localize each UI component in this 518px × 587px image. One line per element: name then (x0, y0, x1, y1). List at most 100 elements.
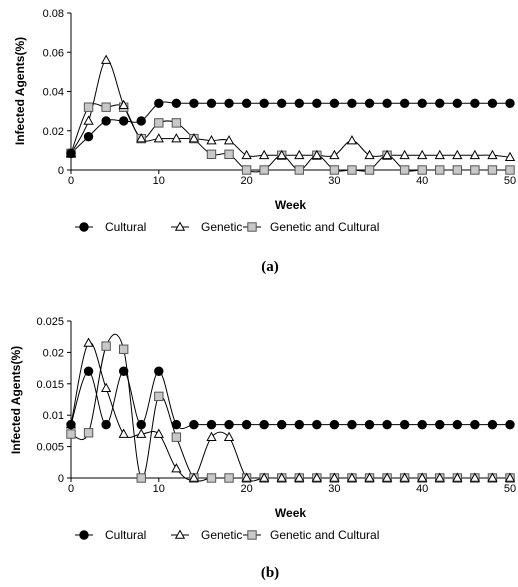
data-point-circle (382, 98, 392, 108)
x-tick-label: 50 (504, 483, 516, 495)
legend-item: Cultural (75, 528, 146, 542)
data-point-square (154, 118, 164, 128)
data-point-triangle (311, 472, 322, 482)
data-point-square (435, 165, 445, 175)
data-point-triangle (346, 135, 358, 145)
data-point-square (329, 165, 340, 175)
x-tick-label: 50 (504, 175, 516, 187)
data-point-square (171, 118, 182, 128)
y-tick-label: 0.015 (36, 379, 64, 391)
data-point-circle (83, 131, 94, 142)
data-point-circle (487, 419, 498, 430)
data-point-triangle (364, 472, 375, 482)
data-point-triangle (452, 472, 463, 482)
data-point-circle (364, 419, 375, 430)
data-point-circle (487, 98, 498, 108)
data-point-circle (294, 419, 304, 430)
legend-item: Genetic (171, 220, 242, 234)
data-point-circle (277, 98, 287, 108)
data-point-circle (505, 98, 515, 108)
data-point-triangle (83, 337, 94, 347)
data-point-circle (277, 419, 287, 430)
data-point-circle (224, 419, 234, 430)
data-point-triangle (223, 431, 235, 441)
data-point-triangle (294, 472, 305, 482)
data-point-circle (399, 98, 410, 108)
legend-item: Genetic (171, 528, 242, 542)
data-point-circle (329, 419, 340, 430)
legend-item: Genetic and Cultural (243, 220, 379, 234)
data-point-triangle (171, 133, 182, 143)
data-point-triangle (434, 149, 445, 160)
data-point-triangle (364, 149, 375, 160)
data-point-triangle (100, 54, 112, 64)
legend-label: Genetic (201, 528, 242, 542)
data-point-square (206, 473, 217, 483)
data-point-triangle (399, 149, 410, 160)
data-point-triangle (171, 463, 182, 473)
data-point-triangle (276, 149, 287, 160)
data-point-square (294, 165, 304, 175)
figure-caption: (a) (261, 259, 279, 275)
data-point-triangle (153, 133, 164, 143)
data-point-square (470, 165, 480, 175)
data-point-square (364, 165, 375, 175)
data-point-triangle (504, 472, 516, 482)
data-point-triangle (381, 149, 393, 160)
data-point-circle (171, 98, 182, 108)
data-point-circle (417, 419, 427, 430)
data-point-circle (259, 419, 269, 430)
x-tick-label: 0 (68, 483, 74, 495)
data-point-square (224, 473, 234, 483)
legend-item: Genetic and Cultural (243, 528, 379, 542)
x-axis-title: Week (275, 198, 306, 212)
x-tick-label: 10 (153, 483, 165, 495)
data-point-triangle (311, 149, 322, 160)
figure-caption: (b) (261, 565, 279, 581)
y-tick-label: 0.025 (36, 316, 64, 328)
data-point-triangle (153, 428, 164, 438)
data-point-circle (347, 419, 357, 430)
data-point-circle (136, 116, 146, 126)
chart-panel-b: 0 0.005 0.01 0.015 0.02 0.025 0 10 20 30 40 50 Week I… (9, 316, 516, 581)
data-point-circle (101, 116, 111, 126)
data-point-circle (206, 419, 217, 430)
data-point-square (452, 165, 463, 175)
data-point-triangle (100, 382, 112, 392)
data-point-square (399, 165, 410, 175)
data-point-triangle (259, 149, 270, 160)
data-point-square (171, 432, 182, 442)
legend-marker-square (247, 222, 257, 232)
data-point-circle (189, 98, 199, 108)
data-point-triangle (259, 472, 270, 482)
y-tick-label: 0.01 (43, 410, 64, 422)
series-line-circle (70, 101, 510, 154)
legend-marker-square (247, 530, 257, 540)
data-point-circle (470, 98, 480, 108)
data-point-circle (206, 98, 217, 108)
data-point-triangle (118, 99, 129, 110)
legend-label: Genetic and Cultural (270, 220, 379, 234)
legend-item: Cultural (75, 220, 146, 234)
data-point-circle (136, 419, 146, 430)
data-point-circle (312, 419, 322, 430)
data-point-circle (347, 98, 357, 108)
data-point-circle (189, 419, 199, 430)
data-point-circle (66, 148, 76, 159)
data-point-triangle (276, 472, 287, 482)
data-point-circle (435, 98, 445, 108)
data-point-circle (224, 98, 234, 108)
data-point-square (259, 165, 269, 175)
data-point-circle (399, 419, 410, 430)
legend-label: Cultural (105, 220, 146, 234)
data-point-square (417, 165, 427, 175)
data-point-square (224, 149, 234, 160)
data-point-circle (241, 419, 252, 430)
data-point-circle (101, 419, 111, 430)
data-point-circle (452, 98, 463, 108)
y-tick-label: 0.02 (43, 347, 64, 359)
data-point-circle (382, 419, 392, 430)
series-line-triangle (70, 342, 510, 482)
data-point-triangle (504, 151, 516, 162)
